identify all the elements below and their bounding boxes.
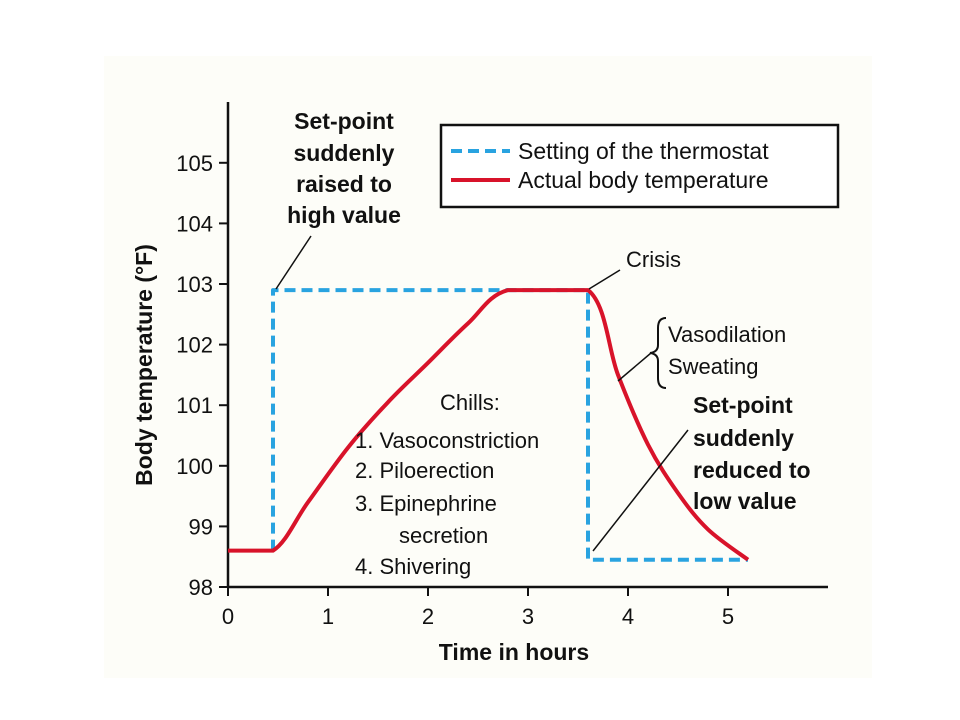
annotation-line: 3. Epinephrine [355,491,497,516]
x-ticks: 0 1 2 3 4 5 [222,587,734,629]
annotation-line: raised to [296,171,392,197]
series-line-thermostat [271,288,748,562]
y-tick-label: 98 [189,575,213,600]
annotation-line: low value [693,488,797,514]
annotation-line: Chills: [440,390,500,415]
annotation-crisis: Crisis [588,247,681,290]
y-axis-label: Body temperature (°F) [131,244,157,486]
annotation-line: suddenly [294,140,395,166]
annotation-line: suddenly [693,425,794,451]
annotation-line: Set-point [294,108,394,134]
y-tick-label: 101 [176,393,213,418]
x-tick-label: 0 [222,604,234,629]
y-tick-label: 105 [176,151,213,176]
annotation-setpoint-reduced: Set-point suddenly reduced to low value [592,392,811,552]
annotation-line: 1. Vasoconstriction [355,428,539,453]
annotation-line: reduced to [693,457,811,483]
y-tick-label: 103 [176,272,213,297]
y-ticks: 98 99 100 101 102 103 104 105 [176,151,228,600]
annotation-setpoint-raised: Set-point suddenly raised to high value [275,108,401,290]
legend: Setting of the thermostat Actual body te… [439,123,840,209]
annotation-leader [588,269,621,290]
y-tick-label: 100 [176,454,213,479]
annotation-leader [617,352,652,382]
annotation-line: 2. Piloerection [355,458,494,483]
y-tick-label: 104 [176,211,213,236]
series-line-body-temp [228,288,750,562]
annotation-line: Set-point [693,392,793,418]
x-tick-label: 1 [322,604,334,629]
annotation-chills: Chills: 1. Vasoconstriction 2. Piloerect… [355,390,539,579]
annotation-line: secretion [399,523,488,548]
x-axis-label: Time in hours [439,639,589,665]
x-tick-label: 5 [722,604,734,629]
annotation-line: high value [287,202,401,228]
annotation-vasodilation: Vasodilation Sweating [617,317,786,389]
annotation-line: Crisis [626,247,681,272]
legend-box [439,123,840,209]
legend-label-body-temp: Actual body temperature [518,167,769,193]
x-tick-label: 2 [422,604,434,629]
series-layer [228,288,750,562]
annotation-line: Sweating [668,354,759,379]
annotation-line: 4. Shivering [355,554,471,579]
x-tick-label: 4 [622,604,634,629]
y-tick-label: 102 [176,333,213,358]
brace-icon [649,317,667,389]
y-tick-label: 99 [189,514,213,539]
annotation-leader [275,235,312,290]
x-tick-label: 3 [522,604,534,629]
annotation-leader [592,429,689,552]
annotation-line: Vasodilation [668,322,786,347]
legend-label-thermostat: Setting of the thermostat [518,138,769,164]
